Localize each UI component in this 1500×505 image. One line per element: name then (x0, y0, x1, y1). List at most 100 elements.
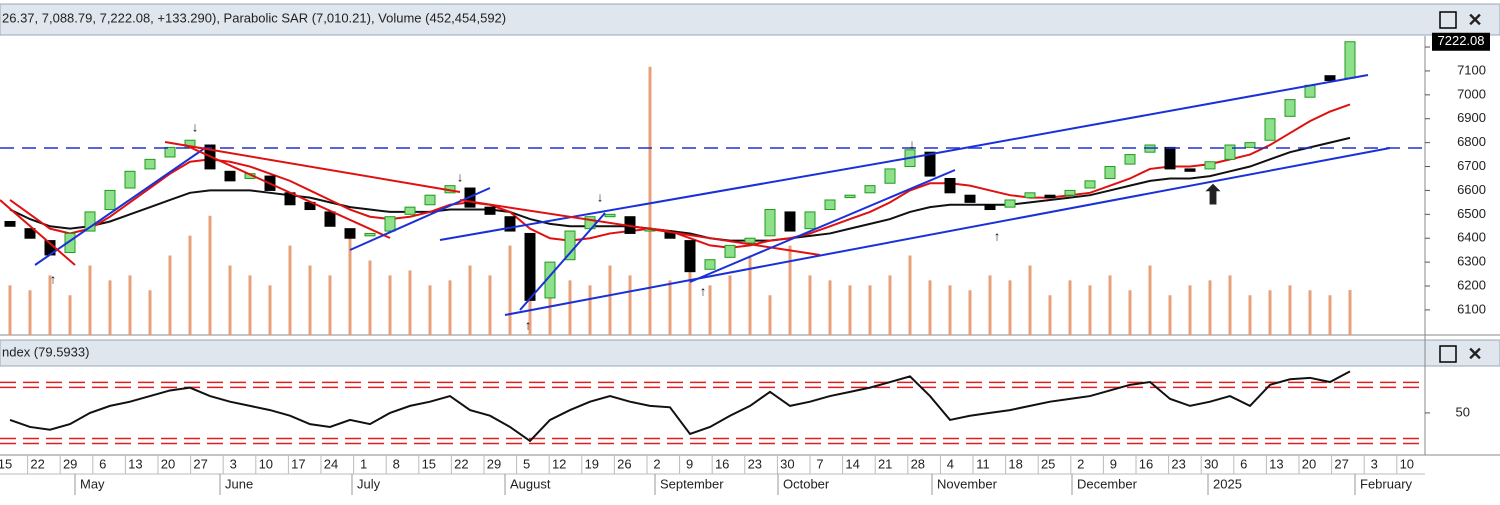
x-tick-label: 28 (911, 456, 925, 471)
buy-arrow: ↑ (525, 317, 532, 332)
x-tick-label: 13 (1269, 456, 1283, 471)
candle (1244, 142, 1256, 148)
candle (1284, 99, 1296, 117)
x-tick-label: 29 (63, 456, 77, 471)
trendline (439, 156, 916, 241)
candle (64, 232, 76, 254)
candle (984, 204, 996, 211)
rsi-maximize-button[interactable] (1439, 345, 1457, 363)
x-tick-label: 8 (393, 456, 400, 471)
moving-average (9, 103, 1351, 249)
x-tick-label: 23 (748, 456, 762, 471)
x-tick-label: 4 (947, 456, 954, 471)
month-label: November (937, 476, 998, 491)
x-tick-label: 13 (128, 456, 142, 471)
buy-arrow: ⬆ (1202, 180, 1224, 210)
volume-bar (28, 290, 32, 335)
volume-bar (588, 285, 592, 335)
volume-bar (188, 235, 192, 335)
candle (804, 211, 816, 230)
x-tick-label: 22 (30, 456, 44, 471)
candle (964, 194, 976, 203)
trendline (504, 147, 1391, 316)
buy-arrow: ↑ (50, 271, 57, 286)
candle (144, 158, 156, 170)
x-tick-label: 11 (976, 456, 990, 471)
candle (824, 199, 836, 211)
volume-bar (1308, 290, 1312, 335)
sell-arrow: ↓ (457, 169, 464, 184)
volume-bar (628, 275, 632, 335)
buy-arrow: ↑ (994, 228, 1001, 243)
candle (884, 168, 896, 184)
x-tick-label: 15 (422, 456, 436, 471)
volume-bar (1088, 285, 1092, 335)
y-tick-label: 6800 (1457, 134, 1486, 149)
x-tick-label: 6 (1240, 456, 1247, 471)
sell-arrow: ↓ (909, 136, 916, 151)
month-label: May (80, 476, 105, 491)
y-tick-label: 6200 (1457, 277, 1486, 292)
maximize-button[interactable] (1439, 11, 1457, 29)
candle (924, 151, 936, 177)
volume-bar (468, 265, 472, 335)
volume-bar (108, 280, 112, 335)
x-tick-label: 15 (0, 456, 12, 471)
buy-arrow: ↑ (700, 283, 707, 298)
x-tick-label: 2 (1077, 456, 1084, 471)
candle (1064, 189, 1076, 196)
volume-bar (768, 295, 772, 335)
candle (424, 194, 436, 206)
price-panel-header (0, 3, 1500, 36)
moving-average (9, 136, 1351, 242)
candle (1004, 199, 1016, 208)
x-tick-label: 27 (193, 456, 207, 471)
candle (224, 170, 236, 182)
candle (1204, 161, 1216, 170)
rsi-panel-header (0, 339, 1500, 367)
volume-bar (848, 285, 852, 335)
trendline (519, 212, 606, 311)
candle (344, 228, 356, 239)
price-header-text: 26.37, 7,088.79, 7,222.08, +133.290), Pa… (2, 10, 506, 25)
volume-bar (388, 275, 392, 335)
x-tick-label: 19 (585, 456, 599, 471)
trendline (689, 169, 956, 283)
volume-bar (968, 290, 972, 335)
volume-bar (648, 66, 652, 336)
rsi-close-button[interactable]: ✕ (1467, 344, 1482, 364)
y-tick-label: 7100 (1457, 62, 1486, 77)
x-tick-label: 9 (686, 456, 693, 471)
x-tick-label: 25 (1041, 456, 1055, 471)
y-tick-label: 6500 (1457, 206, 1486, 221)
rsi-header-text: ndex (79.5933) (2, 344, 89, 359)
y-tick-label: 50 (1456, 404, 1470, 419)
rsi-line (9, 370, 1351, 443)
x-tick-label: 10 (259, 456, 273, 471)
candle (1024, 192, 1036, 199)
volume-bar (248, 275, 252, 335)
volume-bar (428, 285, 432, 335)
candle (524, 232, 536, 301)
y-tick-label: 6900 (1457, 110, 1486, 125)
last-price-label: 7222.08 (1438, 33, 1485, 48)
month-label: August (510, 476, 551, 491)
x-tick-label: 16 (715, 456, 729, 471)
close-button[interactable]: ✕ (1467, 10, 1482, 30)
volume-bar (748, 255, 752, 335)
volume-bar (728, 275, 732, 335)
candle (1344, 41, 1356, 79)
month-label: June (225, 476, 253, 491)
candle (604, 213, 616, 218)
candle (484, 206, 496, 215)
volume-bar (1248, 295, 1252, 335)
candle (1184, 168, 1196, 172)
y-tick-label: 7000 (1457, 86, 1486, 101)
volume-bar (288, 245, 292, 335)
volume-bar (228, 265, 232, 335)
volume-bar (1008, 280, 1012, 335)
candle (564, 230, 576, 261)
volume-bar (1168, 295, 1172, 335)
candle (1124, 154, 1136, 165)
